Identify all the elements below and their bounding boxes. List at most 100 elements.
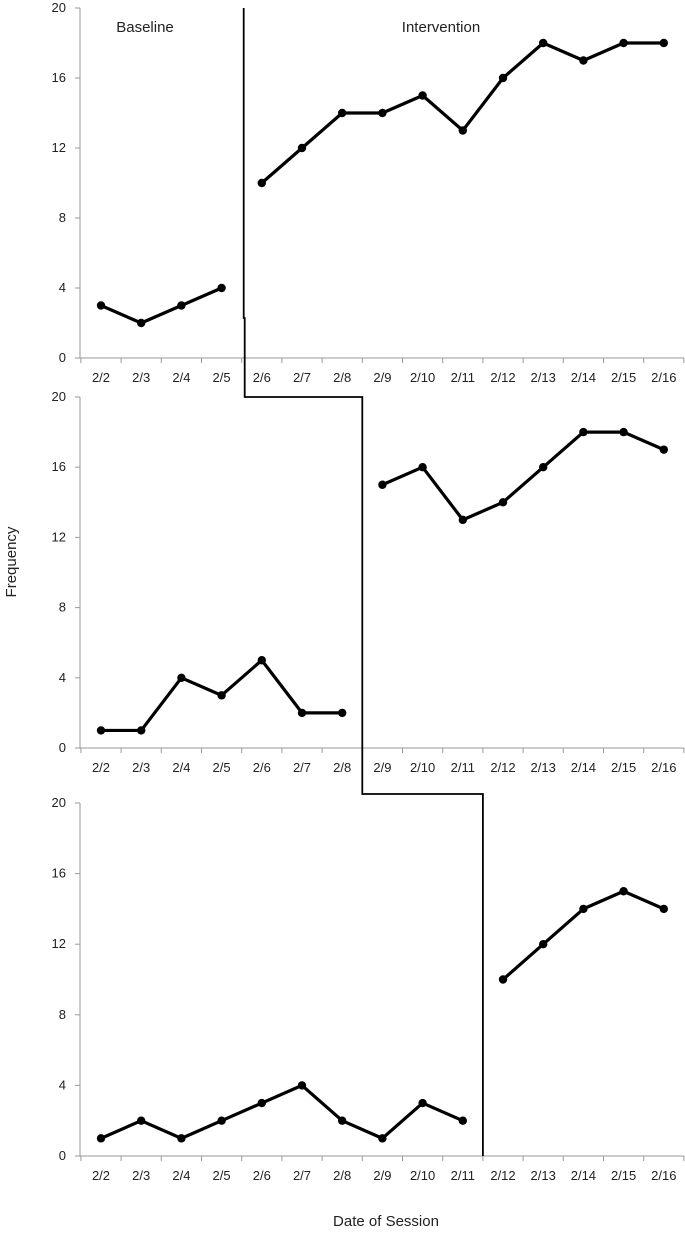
data-point-baseline — [217, 283, 226, 293]
series-line-intervention — [260, 41, 664, 185]
data-point-intervention — [378, 480, 387, 489]
x-tick-label: 2/14 — [571, 1168, 596, 1183]
x-tick-label: 2/10 — [410, 1168, 435, 1183]
data-point-intervention — [619, 427, 628, 437]
x-tick-label: 2/6 — [253, 1168, 271, 1183]
data-point-baseline — [257, 1098, 266, 1108]
data-point-baseline — [177, 301, 186, 310]
x-axis-title: Date of Session — [333, 1213, 439, 1230]
series-line-intervention — [501, 889, 665, 981]
y-tick-label: 4 — [59, 280, 66, 295]
y-tick-label: 12 — [52, 529, 66, 544]
x-tick-label: 2/16 — [651, 760, 676, 775]
data-point-intervention — [297, 143, 307, 153]
data-point-intervention — [619, 38, 628, 48]
data-point-baseline — [297, 1081, 307, 1090]
x-tick-label: 2/15 — [611, 1168, 636, 1183]
x-tick-label: 2/13 — [531, 1168, 556, 1183]
data-point-baseline — [137, 726, 146, 735]
x-tick-label: 2/15 — [611, 760, 636, 775]
x-tick-label: 2/4 — [172, 760, 190, 775]
y-tick-label: 16 — [52, 459, 66, 474]
data-point-intervention — [338, 108, 347, 118]
x-tick-label: 2/4 — [172, 370, 190, 385]
y-tick-label: 20 — [52, 389, 66, 404]
data-point-intervention — [498, 975, 508, 984]
data-point-intervention — [257, 178, 266, 188]
x-tick-label: 2/2 — [92, 370, 110, 385]
series-line-intervention — [381, 430, 665, 522]
y-tick-label: 16 — [52, 70, 66, 85]
x-tick-label: 2/2 — [92, 760, 110, 775]
x-tick-label: 2/12 — [490, 370, 515, 385]
data-point-intervention — [458, 126, 467, 135]
x-tick-label: 2/8 — [333, 1168, 351, 1183]
series-line-baseline — [100, 1083, 464, 1140]
x-tick-label: 2/6 — [253, 760, 271, 775]
y-tick-label: 8 — [59, 1007, 66, 1022]
data-point-intervention — [579, 427, 588, 437]
panel-3: 0 4 8 12 16 20 2/2 2/3 2/4 2/5 2/6 2/7 2/8 2/9 2/10 2/1… — [52, 795, 685, 1183]
data-point-baseline — [96, 301, 106, 310]
data-point-baseline — [96, 726, 106, 735]
data-point-intervention — [539, 463, 548, 472]
x-tick-label: 2/8 — [333, 370, 351, 385]
y-tick-label: 0 — [59, 740, 66, 755]
y-tick-label: 20 — [52, 0, 66, 15]
data-point-intervention — [539, 38, 548, 48]
phase-change-lines — [242, 8, 484, 1156]
x-tick-label: 2/5 — [213, 370, 231, 385]
data-point-baseline — [217, 691, 226, 700]
y-axis-title: Frequency — [3, 526, 20, 597]
y-tick-label: 16 — [52, 866, 66, 881]
data-point-baseline — [418, 1098, 427, 1108]
x-tick-label: 2/3 — [132, 370, 150, 385]
x-tick-label: 2/15 — [611, 370, 636, 385]
data-point-intervention — [619, 887, 628, 896]
x-tick-label: 2/13 — [531, 370, 556, 385]
y-tick-label: 12 — [52, 936, 66, 951]
y-tick-label: 4 — [59, 1077, 66, 1092]
x-tick-label: 2/7 — [293, 370, 311, 385]
x-tick-label: 2/7 — [293, 760, 311, 775]
series-line-baseline — [100, 286, 223, 325]
y-tick-label: 8 — [59, 210, 66, 225]
baseline-phase-label: Baseline — [116, 19, 174, 36]
data-point-intervention — [418, 91, 427, 100]
x-tick-label: 2/8 — [333, 760, 351, 775]
data-point-baseline — [177, 673, 186, 682]
x-tick-label: 2/10 — [410, 370, 435, 385]
data-point-intervention — [659, 904, 668, 914]
x-tick-label: 2/11 — [451, 1168, 475, 1183]
y-tick-label: 12 — [52, 140, 66, 155]
x-tick-label: 2/12 — [490, 760, 515, 775]
x-tick-label: 2/2 — [92, 1168, 110, 1183]
data-point-intervention — [458, 515, 467, 525]
data-point-baseline — [378, 1134, 387, 1143]
data-point-intervention — [659, 445, 668, 454]
x-tick-label: 2/14 — [571, 370, 596, 385]
data-point-intervention — [579, 56, 588, 65]
x-tick-label: 2/7 — [293, 1168, 311, 1183]
panel-1: 0 4 8 12 16 20 2/2 2/3 2/4 2/5 2/6 2/7 2/8 2/9 2/10 2/1… — [52, 0, 685, 385]
phase-change-line — [242, 8, 484, 1156]
panel-2: 0 4 8 12 16 20 2/2 2/3 2/4 2/5 2/6 2/7 2/8 2/9 2/10 2/1… — [52, 389, 685, 775]
data-point-baseline — [458, 1116, 467, 1125]
x-tick-label: 2/13 — [531, 760, 556, 775]
y-tick-label: 0 — [59, 1148, 66, 1163]
x-tick-label: 2/9 — [373, 760, 391, 775]
x-tick-label: 2/16 — [651, 370, 676, 385]
data-point-intervention — [539, 940, 548, 949]
data-point-intervention — [498, 73, 508, 83]
x-tick-label: 2/14 — [571, 760, 596, 775]
data-point-baseline — [137, 1116, 146, 1125]
data-point-baseline — [177, 1134, 186, 1143]
y-tick-label: 0 — [59, 350, 66, 365]
x-tick-label: 2/5 — [213, 1168, 231, 1183]
x-tick-label: 2/3 — [132, 1168, 150, 1183]
data-point-intervention — [418, 463, 427, 472]
x-tick-label: 2/3 — [132, 760, 150, 775]
x-tick-label: 2/6 — [253, 370, 271, 385]
x-tick-label: 2/4 — [172, 1168, 190, 1183]
data-point-intervention — [659, 38, 668, 48]
